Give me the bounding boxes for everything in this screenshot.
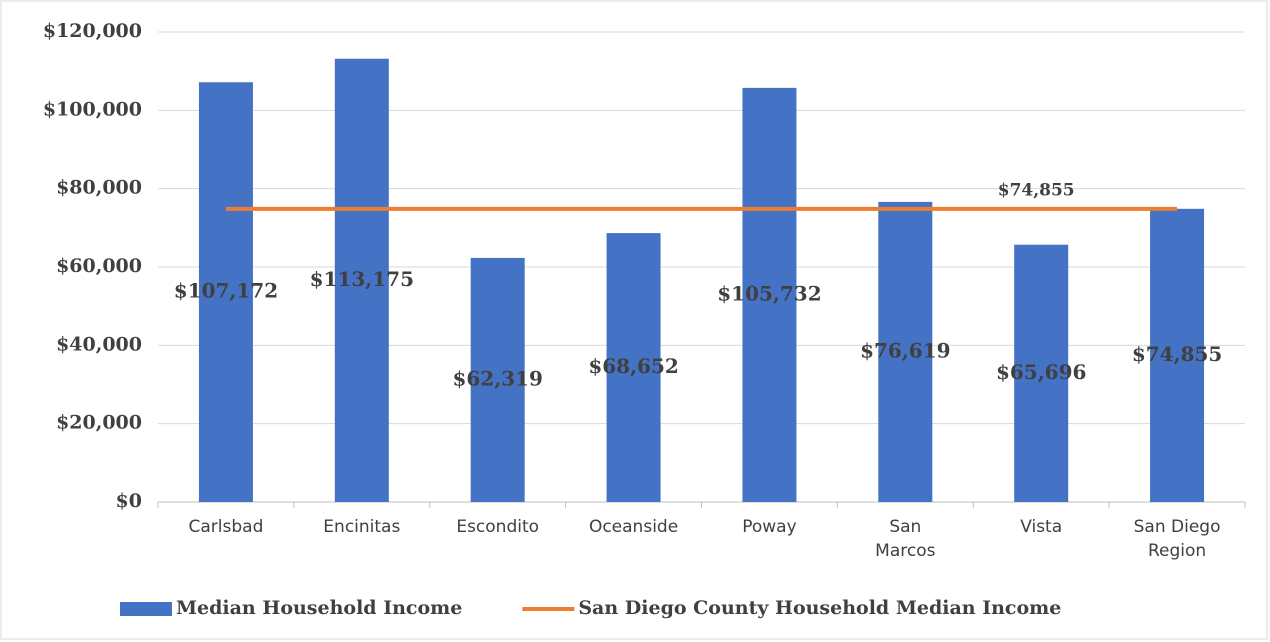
x-tick-label-box: Oceanside <box>588 517 679 537</box>
legend-label: San Diego County Household Median Income <box>578 597 1061 619</box>
x-tick-label: Vista <box>1020 517 1063 537</box>
data-label: $62,319 <box>452 366 542 390</box>
legend-label: Median Household Income <box>176 597 462 619</box>
bar <box>742 87 797 503</box>
x-tick-label-box: San Diego Region <box>1133 517 1221 561</box>
y-tick-label: $20,000 <box>56 412 142 434</box>
bar <box>198 82 253 503</box>
x-tick-label-box: Vista <box>1020 517 1063 537</box>
bar <box>606 233 661 502</box>
legend-swatch <box>120 602 172 616</box>
x-tick-label-box: Poway <box>742 517 797 537</box>
data-label: $68,652 <box>588 354 678 378</box>
x-tick-label-box: San Marcos <box>875 517 936 561</box>
data-label: $65,696 <box>996 360 1086 384</box>
data-label: $76,619 <box>860 338 950 362</box>
x-tick-label-box: Carlsbad <box>188 517 264 537</box>
y-tick-label: $100,000 <box>43 98 142 120</box>
x-tick-label-box: Encinitas <box>323 517 401 537</box>
bar <box>470 257 525 502</box>
x-tick-label: Poway <box>742 517 797 537</box>
x-tick-label: Escondito <box>456 517 540 537</box>
x-tick-label: Oceanside <box>588 517 679 537</box>
x-tick-label: San Diego Region <box>1133 517 1221 561</box>
bar <box>1150 208 1205 502</box>
y-tick-label: $40,000 <box>56 333 142 355</box>
y-tick-label: $60,000 <box>56 255 142 277</box>
x-tick-label-box: Escondito <box>456 517 540 537</box>
bar <box>1014 244 1069 502</box>
x-tick-label: Encinitas <box>323 517 401 537</box>
data-label: $113,175 <box>310 267 414 291</box>
data-label: $105,732 <box>717 281 821 305</box>
y-tick-label: $0 <box>116 490 142 512</box>
x-tick-label: Carlsbad <box>188 517 264 537</box>
x-tick-label: San Marcos <box>875 517 936 561</box>
data-label: $74,855 <box>1132 342 1222 366</box>
data-label: $107,172 <box>174 279 278 303</box>
y-tick-label: $80,000 <box>56 177 142 199</box>
bar <box>878 201 933 502</box>
data-label: $74,855 <box>998 180 1075 200</box>
bar <box>334 58 389 502</box>
y-tick-label: $120,000 <box>43 20 142 42</box>
